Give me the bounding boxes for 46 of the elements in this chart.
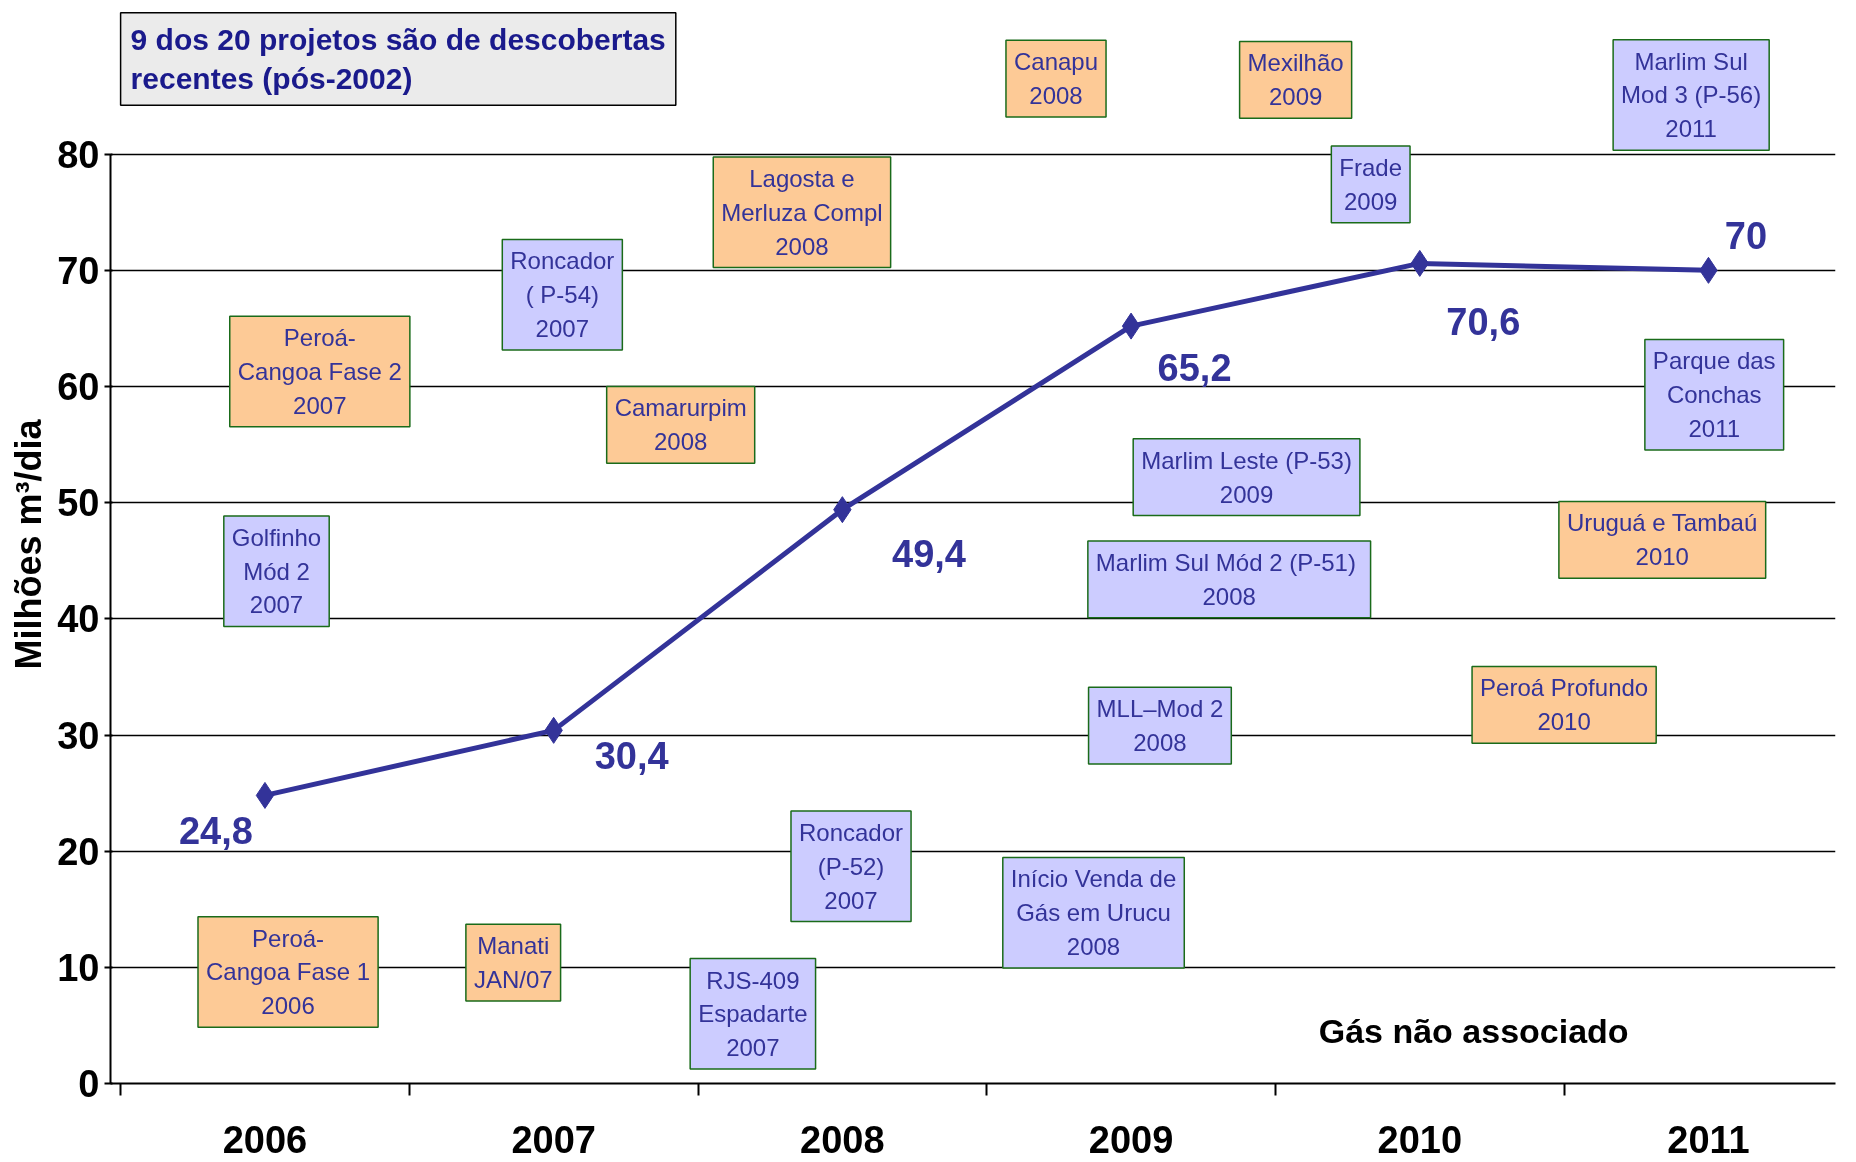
annotation: Manati JAN/07 [473, 932, 553, 994]
text: 9 dos 20 projetos são de descobertas recentes (pós-2002) [130, 22, 666, 96]
x-tick-label: 2006 [222, 1118, 308, 1161]
annotation: Marlim Sul Mód 2 (P-51) 2008 [1095, 548, 1356, 610]
annotation: Golfinho Mód 2 2007 [231, 523, 322, 619]
y-axis-title: Milhões m³/dia [8, 418, 50, 670]
y-tick-label: 0 [78, 1063, 100, 1105]
annotation: Roncador ( P-54) 2007 [510, 247, 615, 342]
annotation: Início Venda de Gás em Urucu 2008 [1010, 865, 1177, 960]
annotation: Roncador (P-52) 2007 [798, 819, 904, 914]
annotation: Gás não associado [1318, 1012, 1629, 1051]
annotation: Peroá Profundo 2010 [1480, 674, 1649, 736]
y-tick-label: 60 [57, 366, 100, 409]
y-tick-label: 10 [57, 946, 100, 989]
annotation: Frade 2009 [1339, 154, 1403, 215]
data-label: 65,2 [1157, 347, 1232, 390]
annotation: Uruguá e Tambaú 2010 [1566, 509, 1758, 571]
y-tick-label: 70 [57, 249, 100, 292]
point [1121, 312, 1141, 340]
text: Marlim Sul Mod 3 (P-56) 2011 [1621, 47, 1762, 143]
point [255, 781, 275, 809]
x-tick-label: 2008 [800, 1118, 885, 1161]
y-tick-label: 80 [57, 133, 100, 176]
text: Mexilhão 2009 [1247, 49, 1344, 111]
x-tick-label: 2010 [1377, 1118, 1463, 1161]
y-tick-label: 30 [57, 714, 100, 757]
y-tick-label: 20 [57, 830, 100, 873]
annotation: RJS-409 Espadarte 2007 [698, 966, 808, 1062]
annotation: Parque das Conchas 2011 [1652, 347, 1776, 442]
annotation: MLL–Mod 2 2008 [1096, 695, 1224, 757]
annotation: Camarurpim 2008 [614, 394, 747, 456]
data-label: 70 [1724, 215, 1768, 257]
y-tick-label: 40 [57, 598, 100, 641]
x-tick-label: 2011 [1667, 1118, 1750, 1161]
y-tick-label: 50 [57, 482, 100, 525]
x-tick-label: 2007 [511, 1118, 596, 1161]
data-label: 49,4 [891, 533, 966, 576]
annotation: Peroá- Cangoa Fase 1 2006 [206, 924, 371, 1020]
data-label: 24,8 [178, 809, 253, 852]
annotation: Lagosta e Merluza Compl 2008 [721, 165, 883, 260]
x-tick-label: 2009 [1088, 1118, 1174, 1161]
annotation: Marlim Leste (P-53) 2009 [1141, 446, 1352, 508]
data-label: 70,6 [1446, 300, 1521, 343]
text: Canapu 2008 [1013, 48, 1099, 110]
annotation: Peroá- Cangoa Fase 2 2007 [237, 324, 402, 419]
data-label: 30,4 [594, 735, 669, 778]
